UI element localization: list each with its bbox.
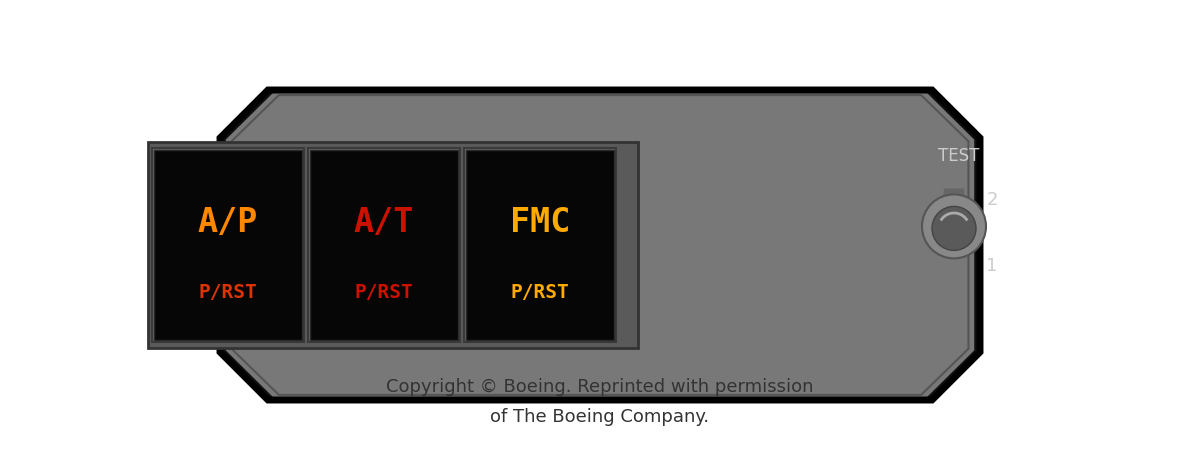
Circle shape — [922, 194, 986, 258]
Text: P/RST: P/RST — [199, 283, 257, 302]
Text: FMC: FMC — [510, 206, 570, 239]
Text: of The Boeing Company.: of The Boeing Company. — [491, 408, 709, 426]
Polygon shape — [940, 188, 968, 227]
Text: 1: 1 — [986, 258, 997, 275]
Text: P/RST: P/RST — [511, 283, 569, 302]
FancyBboxPatch shape — [152, 148, 304, 342]
Text: Copyright © Boeing. Reprinted with permission: Copyright © Boeing. Reprinted with permi… — [386, 378, 814, 396]
FancyBboxPatch shape — [148, 142, 638, 348]
Polygon shape — [226, 92, 974, 398]
Text: A/P: A/P — [198, 206, 258, 239]
FancyBboxPatch shape — [464, 148, 616, 342]
Polygon shape — [220, 90, 980, 400]
FancyBboxPatch shape — [310, 150, 458, 340]
Text: 2: 2 — [986, 192, 997, 209]
Text: A/T: A/T — [354, 206, 414, 239]
Text: TEST: TEST — [938, 147, 979, 166]
Text: P/RST: P/RST — [355, 283, 413, 302]
Circle shape — [932, 207, 976, 250]
FancyBboxPatch shape — [466, 150, 614, 340]
FancyBboxPatch shape — [154, 150, 302, 340]
FancyBboxPatch shape — [308, 148, 460, 342]
